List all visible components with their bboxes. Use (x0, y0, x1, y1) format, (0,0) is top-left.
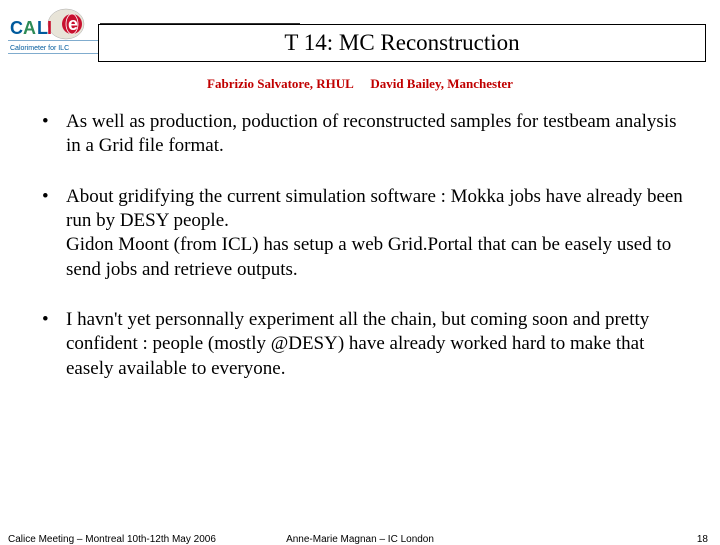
bullet-1: As well as production, poduction of reco… (38, 110, 688, 159)
logo-char: A (23, 18, 36, 38)
logo-char: C (10, 18, 23, 38)
author-1: Fabrizio Salvatore, RHUL (207, 76, 353, 91)
bullet-2a-text: About gridifying the current simulation … (66, 185, 688, 234)
bullet-2b-text: Gidon Moont (from ICL) has setup a web G… (66, 233, 688, 282)
bullet-3-text: I havn't yet personnally experiment all … (66, 309, 649, 379)
authors-line: Fabrizio Salvatore, RHUL David Bailey, M… (0, 76, 720, 92)
logo-char: I (47, 18, 52, 38)
slide-body: As well as production, poduction of reco… (38, 110, 688, 407)
logo-char: e (68, 14, 78, 34)
bullet-3: I havn't yet personnally experiment all … (38, 308, 688, 381)
bullet-1-text: As well as production, poduction of reco… (66, 111, 677, 156)
slide-title: T 14: MC Reconstruction (284, 30, 519, 56)
calice-logo: C A L I e Calorimeter for ILC (8, 8, 98, 56)
logo-subtitle: Calorimeter for ILC (10, 45, 69, 52)
author-2: David Bailey, Manchester (370, 76, 513, 91)
slide-title-box: T 14: MC Reconstruction (98, 24, 706, 62)
bullet-2: About gridifying the current simulation … (38, 185, 688, 282)
